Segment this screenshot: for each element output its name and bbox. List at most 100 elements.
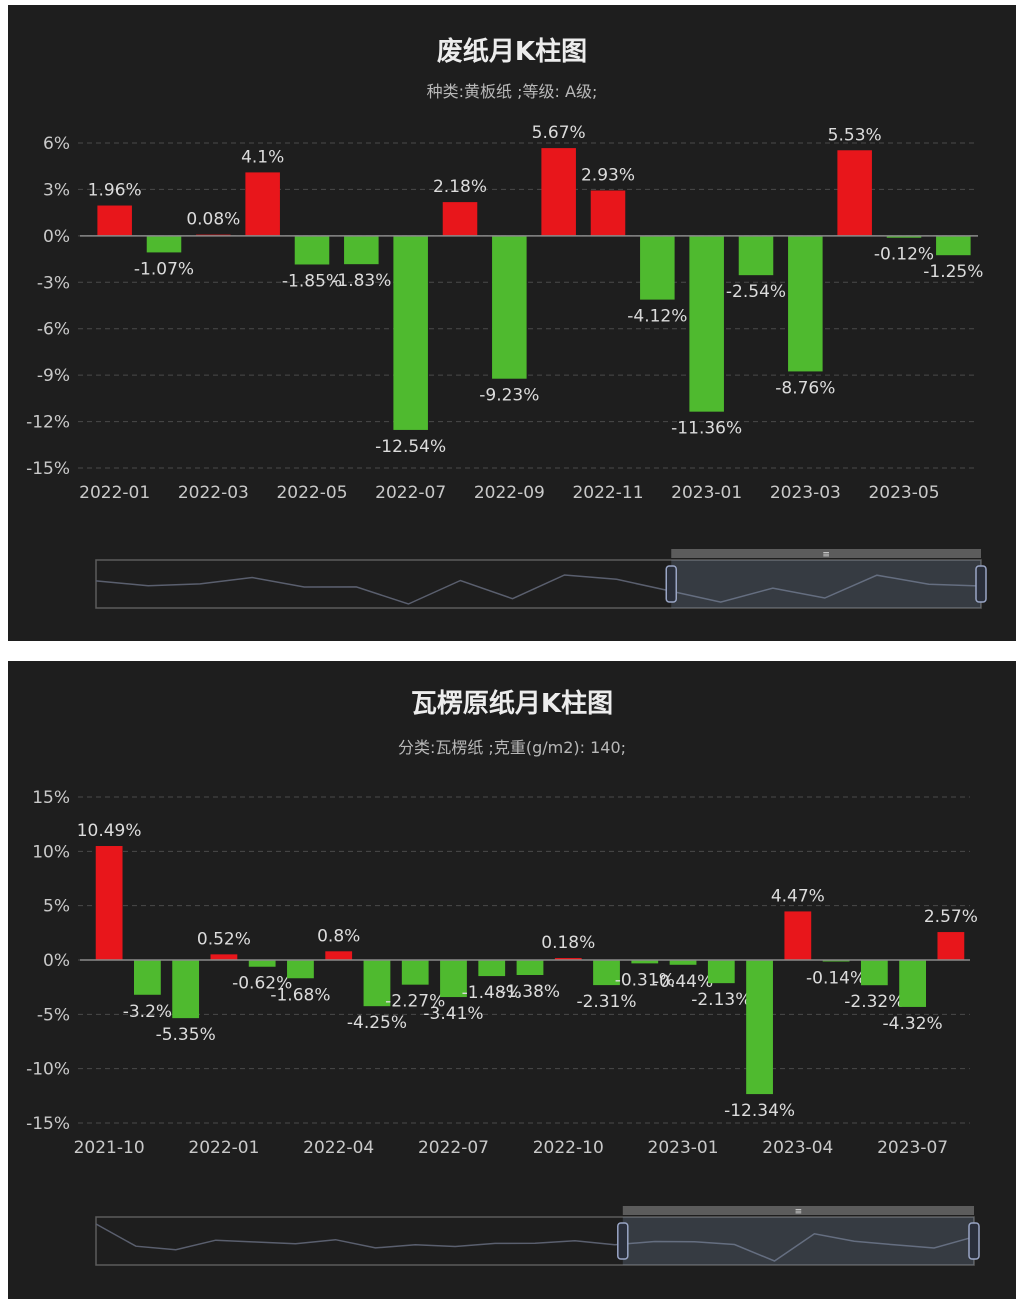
data-label: -2.31%: [576, 992, 636, 1012]
bar[interactable]: [689, 235, 724, 412]
data-zoom-handle[interactable]: [975, 565, 987, 603]
chart-title: 瓦楞原纸月K柱图: [410, 689, 614, 719]
bar[interactable]: [899, 960, 926, 1007]
bar[interactable]: [590, 190, 626, 236]
bar[interactable]: [593, 960, 620, 986]
y-tick-label: -15%: [26, 459, 70, 479]
y-tick-label: -12%: [26, 413, 70, 433]
x-tick-label: 2022-05: [276, 483, 347, 503]
data-zoom-selection[interactable]: [622, 1217, 974, 1265]
data-label: 0.18%: [541, 933, 595, 953]
y-tick-label: 0%: [43, 227, 70, 247]
data-label: -1.68%: [270, 985, 330, 1005]
bar[interactable]: [248, 960, 276, 967]
data-zoom-move-bar[interactable]: [671, 549, 981, 558]
data-label: 5.53%: [828, 125, 882, 145]
x-tick-label: 2022-09: [474, 483, 545, 503]
data-zoom-move-bar[interactable]: [622, 1206, 974, 1215]
bar[interactable]: [554, 958, 582, 960]
bar[interactable]: [937, 932, 965, 960]
x-tick-label: 2022-01: [188, 1138, 259, 1158]
data-zoom-selection[interactable]: [671, 560, 981, 608]
x-tick-label: 2023-03: [770, 483, 841, 503]
data-label: 0.52%: [197, 929, 251, 949]
bar[interactable]: [631, 960, 659, 964]
data-label: -11.36%: [671, 419, 742, 439]
bar-chart-corrugated-paper: 15% 10% 5% 0% -5% -10% -15% 10.49% -3.2% -5.35% 0.…: [26, 788, 980, 1266]
bar[interactable]: [363, 960, 391, 1007]
bar[interactable]: [788, 235, 823, 372]
y-tick-label: 5%: [43, 897, 70, 917]
x-tick-label: 2022-04: [303, 1138, 374, 1158]
bar[interactable]: [478, 960, 506, 977]
data-label: -2.27%: [385, 992, 445, 1012]
bar[interactable]: [784, 911, 812, 960]
y-tick-label: -10%: [26, 1060, 70, 1080]
data-label: -5.35%: [156, 1025, 216, 1045]
bar[interactable]: [287, 960, 314, 979]
bar[interactable]: [97, 205, 132, 236]
bar[interactable]: [172, 960, 200, 1019]
bar[interactable]: [393, 235, 428, 430]
data-label: -0.12%: [874, 245, 934, 265]
y-tick-label: 10%: [32, 842, 70, 862]
data-label: -9.23%: [479, 386, 539, 406]
data-label: 4.1%: [241, 147, 284, 167]
data-label: -0.44%: [653, 972, 713, 992]
bar[interactable]: [442, 202, 478, 236]
bar[interactable]: [541, 148, 576, 236]
drag-grip-icon[interactable]: ≡: [822, 550, 830, 560]
bar[interactable]: [401, 960, 429, 985]
data-label: -1.25%: [923, 262, 983, 282]
y-tick-label: -3%: [37, 273, 70, 293]
bar[interactable]: [837, 150, 872, 236]
data-label: -1.85%: [282, 271, 342, 291]
x-tick-label: 2023-05: [868, 483, 939, 503]
data-label: -3.41%: [423, 1004, 483, 1024]
bar[interactable]: [210, 954, 238, 960]
data-label: 2.57%: [924, 907, 978, 927]
data-zoom-handle[interactable]: [665, 565, 677, 603]
data-label: -4.25%: [347, 1013, 407, 1033]
data-label: -1.48%: [462, 983, 522, 1003]
bar[interactable]: [325, 951, 353, 960]
bar[interactable]: [440, 960, 467, 998]
bar[interactable]: [822, 960, 850, 962]
bar[interactable]: [860, 960, 888, 986]
y-tick-label: 3%: [43, 180, 70, 200]
x-tick-label: 2022-03: [178, 483, 249, 503]
bar[interactable]: [707, 960, 735, 984]
bar[interactable]: [516, 960, 544, 975]
bar[interactable]: [746, 960, 773, 1095]
data-label: -2.32%: [844, 992, 904, 1012]
data-zoom-handle[interactable]: [617, 1222, 629, 1260]
bar[interactable]: [492, 235, 527, 379]
chart-subtitle: 种类:黄板纸 ;等级: A级;: [426, 82, 598, 101]
data-label: 0.8%: [317, 926, 360, 946]
data-label: -0.31%: [615, 970, 675, 990]
drag-grip-icon[interactable]: ≡: [795, 1207, 803, 1217]
x-tick-label: 2023-04: [762, 1138, 833, 1158]
bar[interactable]: [134, 960, 161, 995]
data-zoom-handle[interactable]: [968, 1222, 980, 1260]
bar[interactable]: [245, 172, 280, 236]
data-zoom-preview-line: [95, 1223, 975, 1262]
y-tick-label: -5%: [37, 1005, 70, 1025]
data-label: -2.13%: [691, 990, 751, 1010]
x-tick-label: 2023-01: [671, 483, 742, 503]
bar[interactable]: [936, 235, 971, 256]
x-tick-label: 2023-01: [648, 1138, 719, 1158]
bar[interactable]: [95, 846, 123, 960]
chart-subtitle: 分类:瓦楞纸 ;克重(g/m2): 140;: [397, 738, 627, 757]
data-label: 10.49%: [77, 821, 142, 841]
bar[interactable]: [886, 235, 922, 238]
bar[interactable]: [738, 235, 774, 276]
bar[interactable]: [146, 235, 182, 253]
y-tick-label: -15%: [26, 1114, 70, 1134]
data-label: 0.08%: [186, 210, 240, 230]
data-zoom-preview-line: [95, 574, 982, 605]
bar[interactable]: [669, 960, 697, 965]
bar[interactable]: [294, 235, 330, 265]
bar[interactable]: [640, 235, 675, 300]
bar[interactable]: [344, 235, 379, 265]
